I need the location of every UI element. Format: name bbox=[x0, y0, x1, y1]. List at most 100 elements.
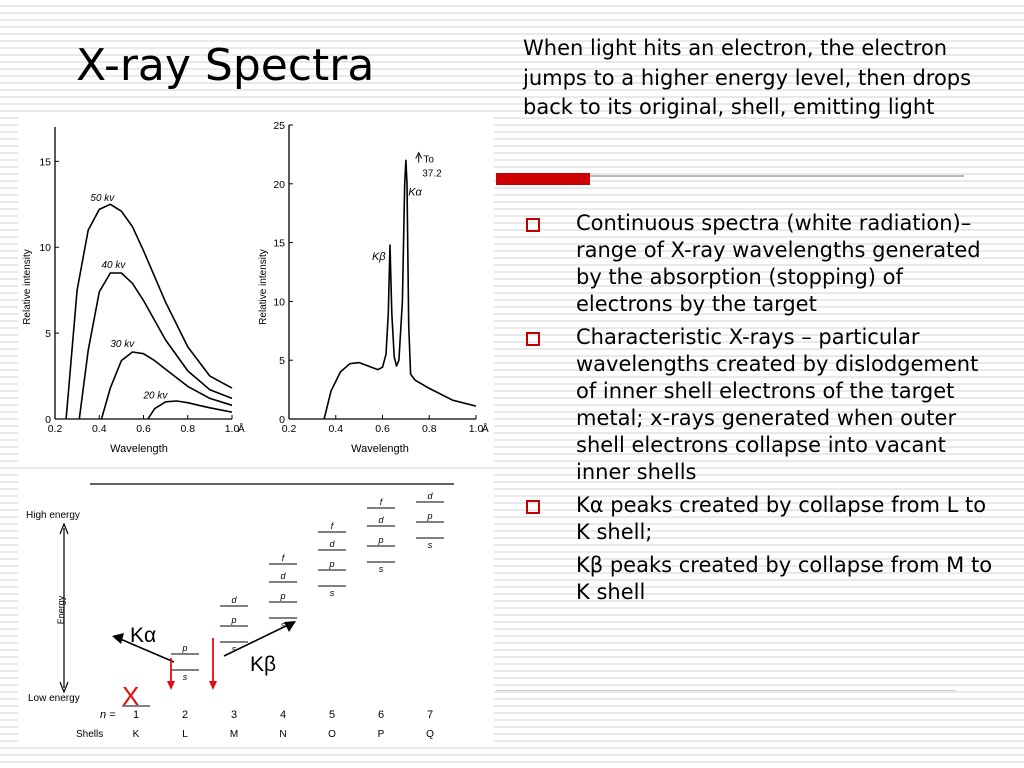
x-unit-label: Å bbox=[482, 422, 489, 435]
characteristic-spectrum-svg: Relative intensity Wavelength 0.2 0.4 0.6 0… bbox=[258, 120, 489, 455]
n-value: 3 bbox=[231, 709, 237, 721]
subshell-label: d bbox=[280, 571, 286, 581]
bullet-text: Characteristic X-rays – particular wavel… bbox=[576, 325, 979, 484]
x-tick-label: 0.2 bbox=[282, 423, 297, 435]
shell-letter: L bbox=[182, 729, 188, 740]
shell-letter: K bbox=[133, 729, 140, 740]
square-bullet-icon bbox=[526, 500, 540, 514]
y-tick-label: 5 bbox=[279, 355, 285, 367]
subshell-label: d bbox=[329, 539, 335, 549]
characteristic-spectrum-chart: Relative intensity Wavelength 0.2 0.4 0.6 0… bbox=[258, 117, 494, 462]
shell-letter: M bbox=[230, 729, 238, 740]
n-value: 4 bbox=[280, 709, 286, 721]
subshell-label: p bbox=[230, 615, 236, 625]
to-value-annotation: 37.2 bbox=[422, 169, 442, 180]
subshell-label: f bbox=[331, 521, 335, 531]
x-tick-label: 0.4 bbox=[92, 423, 107, 435]
subshell-label: p bbox=[377, 535, 383, 545]
k-beta-arrow-icon bbox=[284, 621, 296, 632]
subshell-label: d bbox=[378, 515, 384, 525]
continuous-spectrum-svg: Relative intensity Wavelength 0.2 0.4 0.6 0… bbox=[22, 127, 245, 455]
subshell-label: d bbox=[427, 491, 433, 501]
k-beta-label: Kβ bbox=[250, 653, 276, 676]
slide-title: X-ray Spectra bbox=[76, 40, 375, 91]
series-line bbox=[65, 203, 233, 420]
k-alpha-label: Kα bbox=[130, 624, 156, 647]
k-beta-annotation: Kβ bbox=[372, 251, 386, 263]
shell-letter: N bbox=[279, 729, 286, 740]
y-tick-label: 10 bbox=[273, 296, 285, 308]
bullet-item: Continuous spectra (white radiation)– ra… bbox=[522, 210, 1002, 318]
y-tick-label: 15 bbox=[273, 238, 285, 250]
arrow-up-icon bbox=[59, 522, 69, 535]
series-line bbox=[147, 400, 233, 420]
y-tick-label: 25 bbox=[273, 120, 285, 132]
k-alpha-annotation: Kα bbox=[408, 187, 422, 199]
n-value: 6 bbox=[378, 709, 384, 721]
x-tick-label: 0.6 bbox=[375, 423, 390, 435]
y-axis-label: Relative intensity bbox=[22, 249, 33, 325]
k-beta-arrow-line bbox=[223, 624, 289, 657]
red-arrow-short-icon bbox=[167, 681, 175, 690]
bullet-item: Kα peaks created by collapse from L to K… bbox=[522, 492, 1002, 546]
subshell-label: p bbox=[181, 643, 187, 653]
divider-accent bbox=[496, 173, 590, 185]
subshell-label: p bbox=[426, 511, 432, 521]
y-tick-label: 20 bbox=[273, 179, 285, 191]
continuous-spectrum-chart: Relative intensity Wavelength 0.2 0.4 0.6 0… bbox=[18, 117, 258, 462]
sub-bullet-text: Kβ peaks created by collapse from M to K… bbox=[576, 553, 993, 604]
x-tick-label: 1.0 bbox=[225, 423, 240, 435]
series-label: 30 kv bbox=[110, 339, 135, 350]
x-tick-label: 1.0 bbox=[469, 423, 484, 435]
subshell-label: p bbox=[279, 591, 285, 601]
series-line bbox=[78, 272, 233, 420]
x-tick-label: 0.8 bbox=[422, 423, 437, 435]
subshell-label: s bbox=[428, 540, 433, 550]
x-tick-label: 0.4 bbox=[328, 423, 343, 435]
y-tick-label: 15 bbox=[39, 156, 51, 168]
k-alpha-arrow-icon bbox=[112, 633, 124, 644]
bullet-list: Continuous spectra (white radiation)– ra… bbox=[522, 210, 1002, 612]
up-arrow-icon bbox=[415, 151, 423, 159]
bottom-divider bbox=[496, 690, 956, 691]
n-value: 2 bbox=[182, 709, 188, 721]
energy-level-svg: High energy Low energy Energy n = Shells… bbox=[26, 483, 454, 740]
energy-level-diagram: High energy Low energy Energy n = Shells… bbox=[18, 470, 494, 742]
subshell-label: f bbox=[282, 553, 286, 563]
arrow-down-icon bbox=[59, 681, 69, 694]
sub-bullet-item: Kβ peaks created by collapse from M to K… bbox=[522, 552, 1002, 606]
square-bullet-icon bbox=[526, 218, 540, 232]
x-tick-label: 0.2 bbox=[48, 423, 63, 435]
y-tick-label: 5 bbox=[45, 328, 51, 340]
y-tick-label: 0 bbox=[279, 414, 285, 426]
square-bullet-icon bbox=[526, 332, 540, 346]
subshell-label: s bbox=[281, 620, 286, 630]
series-label: 40 kv bbox=[101, 260, 126, 271]
intro-text: When light hits an electron, the electro… bbox=[523, 36, 972, 119]
shell-letter: P bbox=[378, 729, 385, 740]
x-unit-label: Å bbox=[238, 422, 245, 435]
subshell-label: d bbox=[231, 595, 237, 605]
shell-letter: O bbox=[328, 729, 336, 740]
series-line bbox=[323, 159, 477, 420]
shells-label: Shells bbox=[76, 729, 103, 740]
x-axis-label: Wavelength bbox=[351, 443, 409, 455]
n-label: n = bbox=[100, 709, 116, 721]
n-value: 5 bbox=[329, 709, 335, 721]
vacancy-x-label: X bbox=[122, 681, 139, 711]
to-annotation: To bbox=[423, 155, 434, 166]
n-value: 7 bbox=[427, 709, 433, 721]
energy-axis-label: Energy bbox=[56, 595, 66, 624]
high-energy-label: High energy bbox=[26, 510, 80, 521]
series-line bbox=[100, 351, 233, 420]
subshell-label: p bbox=[328, 559, 334, 569]
bullet-text: Kα peaks created by collapse from L to K… bbox=[576, 493, 987, 544]
subshell-label: s bbox=[232, 644, 237, 654]
shell-letter: Q bbox=[426, 729, 434, 740]
x-tick-label: 0.8 bbox=[180, 423, 195, 435]
k-alpha-arrow-line bbox=[117, 637, 175, 663]
divider-line bbox=[496, 175, 964, 177]
bullet-text: Continuous spectra (white radiation)– ra… bbox=[576, 211, 981, 316]
bullet-item: Characteristic X-rays – particular wavel… bbox=[522, 324, 1002, 486]
y-tick-label: 10 bbox=[39, 242, 51, 254]
